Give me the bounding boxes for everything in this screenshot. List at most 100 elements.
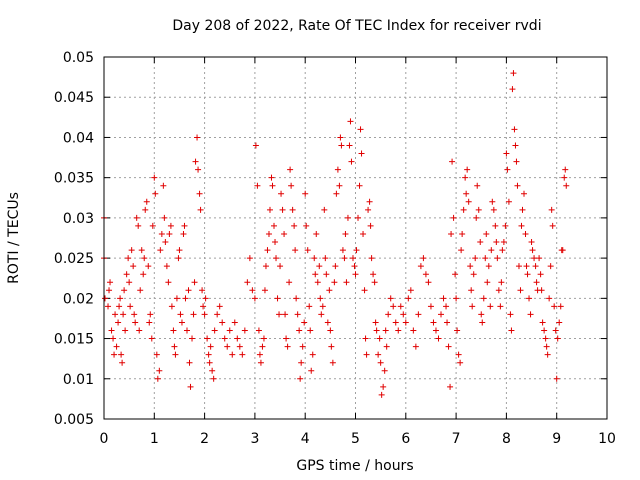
data-point bbox=[522, 230, 529, 237]
data-point bbox=[430, 319, 437, 326]
data-point bbox=[279, 206, 286, 213]
data-point bbox=[282, 311, 289, 318]
data-point bbox=[292, 247, 299, 254]
data-point bbox=[538, 287, 545, 294]
data-point bbox=[440, 295, 447, 302]
data-point bbox=[293, 295, 300, 302]
data-point bbox=[505, 198, 512, 205]
data-point bbox=[455, 351, 462, 358]
data-point bbox=[489, 198, 496, 205]
data-point bbox=[443, 303, 450, 310]
data-point bbox=[113, 343, 120, 350]
data-point bbox=[477, 239, 484, 246]
x-tick-label: 10 bbox=[598, 431, 616, 447]
data-point bbox=[199, 287, 206, 294]
data-point bbox=[140, 271, 147, 278]
data-point bbox=[341, 255, 348, 262]
data-point bbox=[407, 287, 414, 294]
data-point bbox=[187, 383, 194, 390]
y-tick-label: 0.005 bbox=[54, 412, 94, 428]
data-point bbox=[498, 279, 505, 286]
data-point bbox=[490, 206, 497, 213]
data-point bbox=[472, 255, 479, 262]
x-tick-label: 4 bbox=[301, 431, 310, 447]
data-point bbox=[153, 351, 160, 358]
data-point bbox=[427, 303, 434, 310]
data-point bbox=[356, 182, 363, 189]
data-point bbox=[515, 263, 522, 270]
data-point bbox=[127, 303, 134, 310]
data-point bbox=[467, 263, 474, 270]
data-point bbox=[378, 391, 385, 398]
data-point bbox=[348, 158, 355, 165]
data-point bbox=[168, 303, 175, 310]
data-point bbox=[312, 271, 319, 278]
data-point bbox=[527, 311, 534, 318]
data-point bbox=[435, 335, 442, 342]
data-point bbox=[154, 375, 161, 382]
data-point bbox=[133, 214, 140, 221]
data-point bbox=[376, 335, 383, 342]
data-point bbox=[166, 230, 173, 237]
data-point bbox=[488, 247, 495, 254]
data-point bbox=[450, 214, 457, 221]
data-point bbox=[268, 174, 275, 181]
data-point bbox=[487, 303, 494, 310]
data-point bbox=[122, 327, 129, 334]
data-point bbox=[347, 118, 354, 125]
data-point bbox=[219, 319, 226, 326]
data-point bbox=[264, 247, 271, 254]
data-point bbox=[191, 279, 198, 286]
data-point bbox=[544, 351, 551, 358]
data-point bbox=[514, 182, 521, 189]
data-point bbox=[207, 343, 214, 350]
data-point bbox=[397, 303, 404, 310]
data-point bbox=[106, 287, 113, 294]
data-point bbox=[503, 150, 510, 157]
data-point bbox=[400, 311, 407, 318]
data-point bbox=[192, 158, 199, 165]
data-point bbox=[269, 182, 276, 189]
data-point bbox=[224, 343, 231, 350]
data-point bbox=[343, 279, 350, 286]
data-point bbox=[201, 311, 208, 318]
data-point bbox=[261, 287, 268, 294]
data-point bbox=[176, 247, 183, 254]
data-point bbox=[172, 351, 179, 358]
x-tick-label: 2 bbox=[200, 431, 209, 447]
data-point bbox=[513, 158, 520, 165]
data-point bbox=[317, 295, 324, 302]
data-point bbox=[256, 351, 263, 358]
data-point bbox=[529, 247, 536, 254]
data-point bbox=[395, 327, 402, 334]
data-point bbox=[480, 295, 487, 302]
data-point bbox=[346, 142, 353, 149]
data-point bbox=[360, 230, 367, 237]
data-point bbox=[142, 206, 149, 213]
data-point bbox=[548, 206, 555, 213]
data-point bbox=[512, 142, 519, 149]
data-point bbox=[447, 383, 454, 390]
data-point bbox=[453, 295, 460, 302]
data-point bbox=[177, 311, 184, 318]
x-tick-label: 0 bbox=[100, 431, 109, 447]
data-point bbox=[377, 359, 384, 366]
data-point bbox=[308, 367, 315, 374]
data-point bbox=[370, 271, 377, 278]
data-point bbox=[363, 351, 370, 358]
data-point bbox=[120, 311, 127, 318]
data-point bbox=[241, 327, 248, 334]
data-point bbox=[323, 271, 330, 278]
data-point bbox=[178, 319, 185, 326]
data-point bbox=[294, 311, 301, 318]
data-point bbox=[271, 222, 278, 229]
data-point bbox=[524, 271, 531, 278]
data-point bbox=[546, 295, 553, 302]
data-point bbox=[204, 335, 211, 342]
data-point bbox=[460, 206, 467, 213]
data-point bbox=[554, 335, 561, 342]
axis-ticks: 0 1 2 3 4 5 6 7 8 9 10 0.005 0.01 0.015 0.02 0.025 0.03 0… bbox=[54, 50, 616, 447]
plot-frame bbox=[103, 56, 608, 420]
data-point bbox=[533, 279, 540, 286]
data-point bbox=[302, 190, 309, 197]
